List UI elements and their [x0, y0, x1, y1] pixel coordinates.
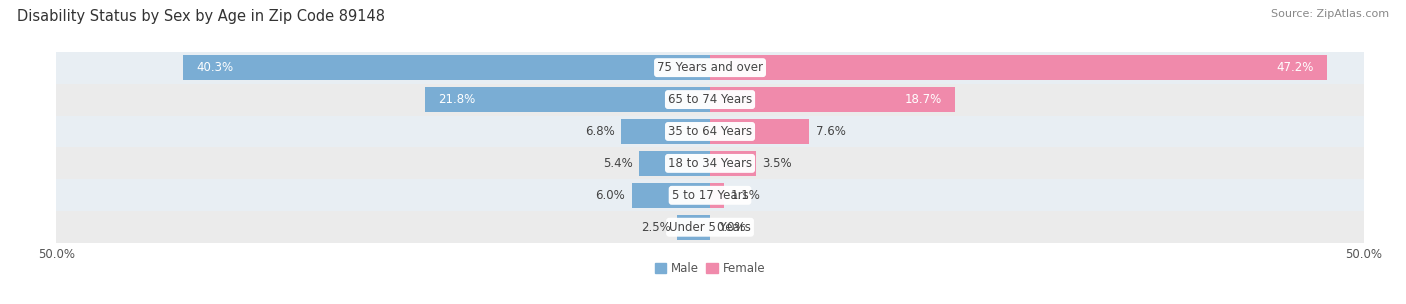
Bar [710, 87, 955, 112]
Text: 18 to 34 Years: 18 to 34 Years [668, 157, 752, 170]
Text: 1.1%: 1.1% [731, 189, 761, 202]
Text: 47.2%: 47.2% [1277, 61, 1315, 74]
Text: 6.8%: 6.8% [585, 125, 614, 138]
Text: 40.3%: 40.3% [197, 61, 233, 74]
Text: 5.4%: 5.4% [603, 157, 633, 170]
Bar [710, 55, 1327, 80]
Text: 35 to 64 Years: 35 to 64 Years [668, 125, 752, 138]
Text: Disability Status by Sex by Age in Zip Code 89148: Disability Status by Sex by Age in Zip C… [17, 9, 385, 24]
Bar [631, 183, 710, 208]
Text: 75 Years and over: 75 Years and over [657, 61, 763, 74]
Bar [640, 151, 710, 176]
Bar [56, 147, 1364, 179]
Text: 6.0%: 6.0% [595, 189, 626, 202]
Bar [56, 52, 1364, 84]
Bar [56, 116, 1364, 147]
Bar [183, 55, 710, 80]
Bar [710, 183, 724, 208]
Text: 0.0%: 0.0% [717, 221, 747, 234]
Bar [621, 119, 710, 144]
Text: Under 5 Years: Under 5 Years [669, 221, 751, 234]
Text: 2.5%: 2.5% [641, 221, 671, 234]
Bar [56, 211, 1364, 243]
Text: 21.8%: 21.8% [439, 93, 475, 106]
Bar [710, 119, 810, 144]
Text: 3.5%: 3.5% [762, 157, 792, 170]
Text: 18.7%: 18.7% [904, 93, 942, 106]
Text: 5 to 17 Years: 5 to 17 Years [672, 189, 748, 202]
Bar [425, 87, 710, 112]
Text: 7.6%: 7.6% [815, 125, 846, 138]
Bar [710, 151, 756, 176]
Text: 65 to 74 Years: 65 to 74 Years [668, 93, 752, 106]
Bar [678, 215, 710, 240]
Legend: Male, Female: Male, Female [650, 257, 770, 279]
Bar [56, 179, 1364, 211]
Text: Source: ZipAtlas.com: Source: ZipAtlas.com [1271, 9, 1389, 19]
Bar [56, 84, 1364, 116]
